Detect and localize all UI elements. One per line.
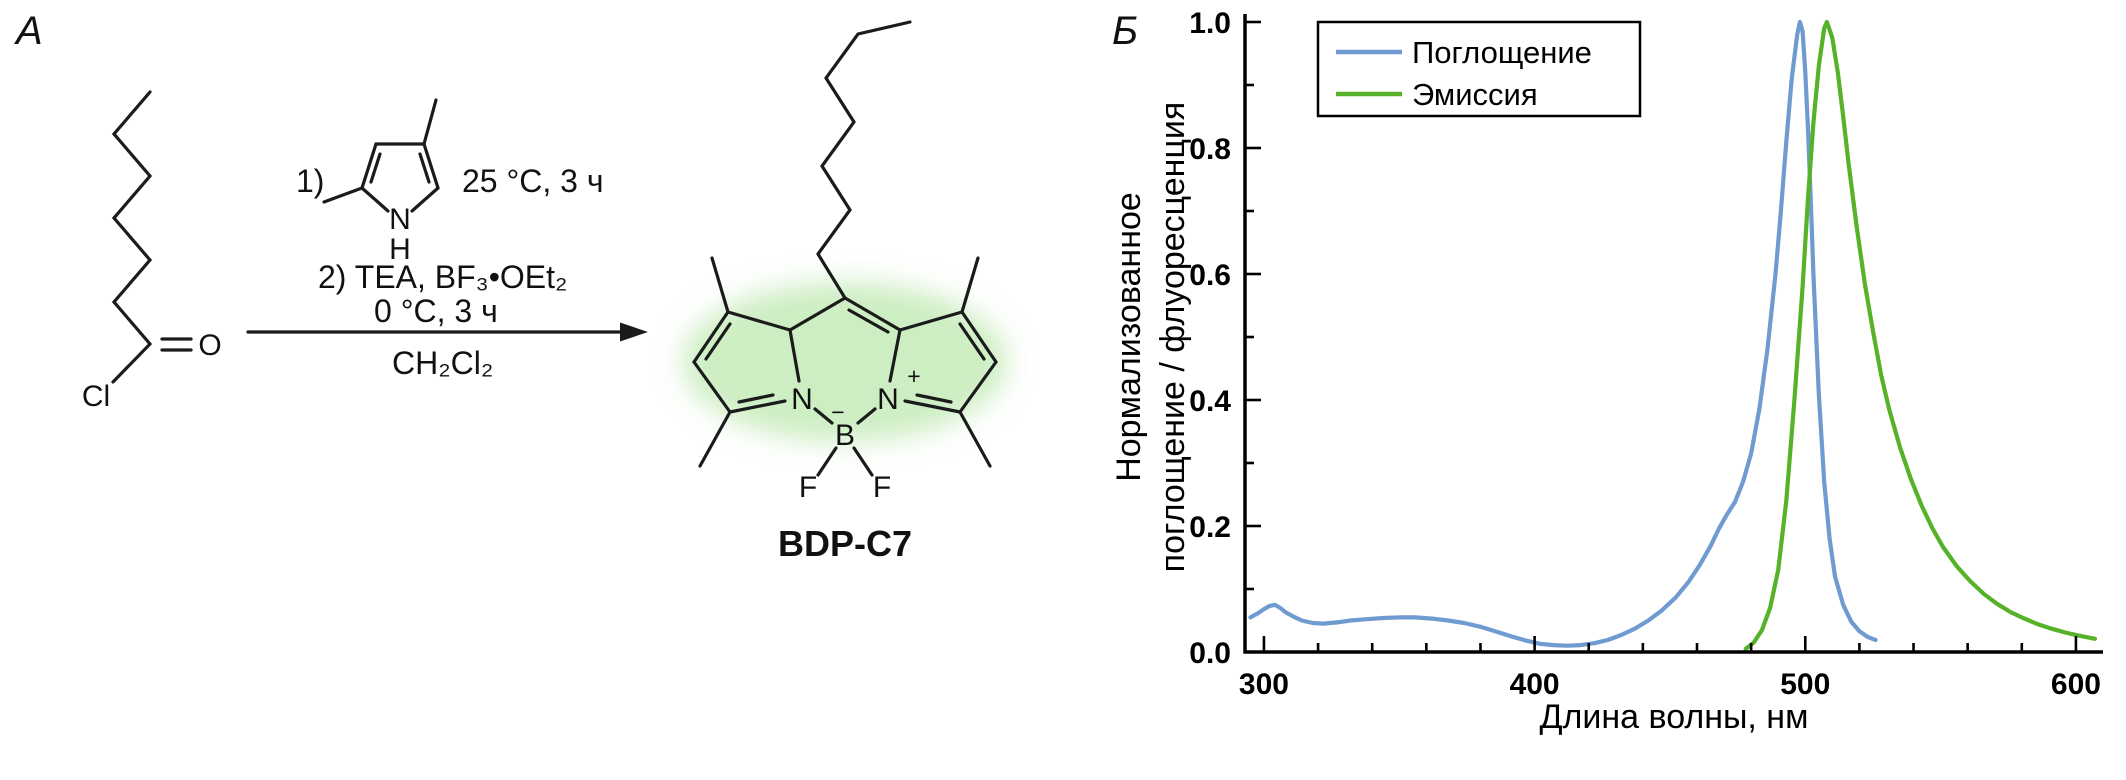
- acyl-chloride-structure: O Cl: [82, 90, 222, 413]
- green-highlight: [683, 282, 1007, 442]
- legend-label-absorption: Поглощение: [1412, 35, 1592, 70]
- fluorine-left-label: F: [799, 471, 817, 504]
- step2-reagents: 2) TEA, BF₃•OEt₂: [318, 259, 567, 295]
- step1-prefix: 1): [296, 163, 324, 199]
- axis-frame: [1243, 14, 2103, 654]
- bodipy-right-nitrogen-label: N: [877, 383, 899, 416]
- y-tick-label: 0.6: [1189, 259, 1231, 292]
- y-tick-label: 0.2: [1189, 511, 1231, 544]
- bodipy-product-structure: N N B − + F F: [683, 20, 1007, 504]
- boron-minus-charge: −: [831, 399, 844, 425]
- legend-label-emission: Эмиссия: [1412, 77, 1538, 112]
- x-tick-label: 500: [1780, 668, 1830, 701]
- pyrrole-nitrogen-label: N: [389, 203, 411, 236]
- legend-box: [1316, 20, 1642, 118]
- spectra-chart: Б 300 400 500 600 0.0 0.2 0.4 0.6 0.8 1.0 Длина в…: [1110, 7, 2103, 736]
- spectrum-curve-0: [1248, 19, 1878, 648]
- spectrum-curve-1: [1743, 19, 2097, 651]
- oxygen-atom-label: O: [198, 329, 221, 362]
- bodipy-left-nitrogen-label: N: [791, 383, 813, 416]
- legend: Поглощение Эмиссия: [1316, 20, 1642, 118]
- spectra-curves: [1248, 19, 2097, 651]
- reaction-arrow: [246, 322, 648, 342]
- chlorine-atom-label: Cl: [82, 380, 110, 413]
- y-tick-label: 1.0: [1189, 7, 1231, 40]
- x-tick-label: 400: [1510, 668, 1560, 701]
- y-tick-label: 0.0: [1189, 637, 1231, 670]
- x-axis-title: Длина волны, нм: [1540, 698, 1809, 736]
- dimethylpyrrole-structure: N H: [322, 98, 440, 266]
- fluorine-right-label: F: [873, 471, 891, 504]
- panel-a-label: А: [14, 9, 43, 53]
- nitrogen-plus-charge: +: [907, 363, 920, 389]
- pyrrole-nh-label: H: [389, 233, 411, 266]
- y-axis-title-line2: поглощение / флуоресценция: [1154, 102, 1192, 573]
- boron-atom-label: B: [835, 419, 855, 452]
- product-name: BDP-C7: [778, 523, 912, 564]
- step1-conditions: 25 °C, 3 ч: [462, 163, 604, 199]
- x-tick-label: 600: [2051, 668, 2101, 701]
- y-axis-title-line1: Нормализованное: [1110, 192, 1148, 482]
- reaction-scheme: А O Cl N H 1): [14, 9, 1007, 564]
- x-tick-label: 300: [1239, 668, 1289, 701]
- step2-conditions: 0 °C, 3 ч: [374, 293, 498, 329]
- y-tick-label: 0.8: [1189, 133, 1231, 166]
- panel-b-label: Б: [1112, 9, 1138, 53]
- y-tick-label: 0.4: [1189, 385, 1231, 418]
- solvent-label: CH₂Cl₂: [392, 345, 493, 381]
